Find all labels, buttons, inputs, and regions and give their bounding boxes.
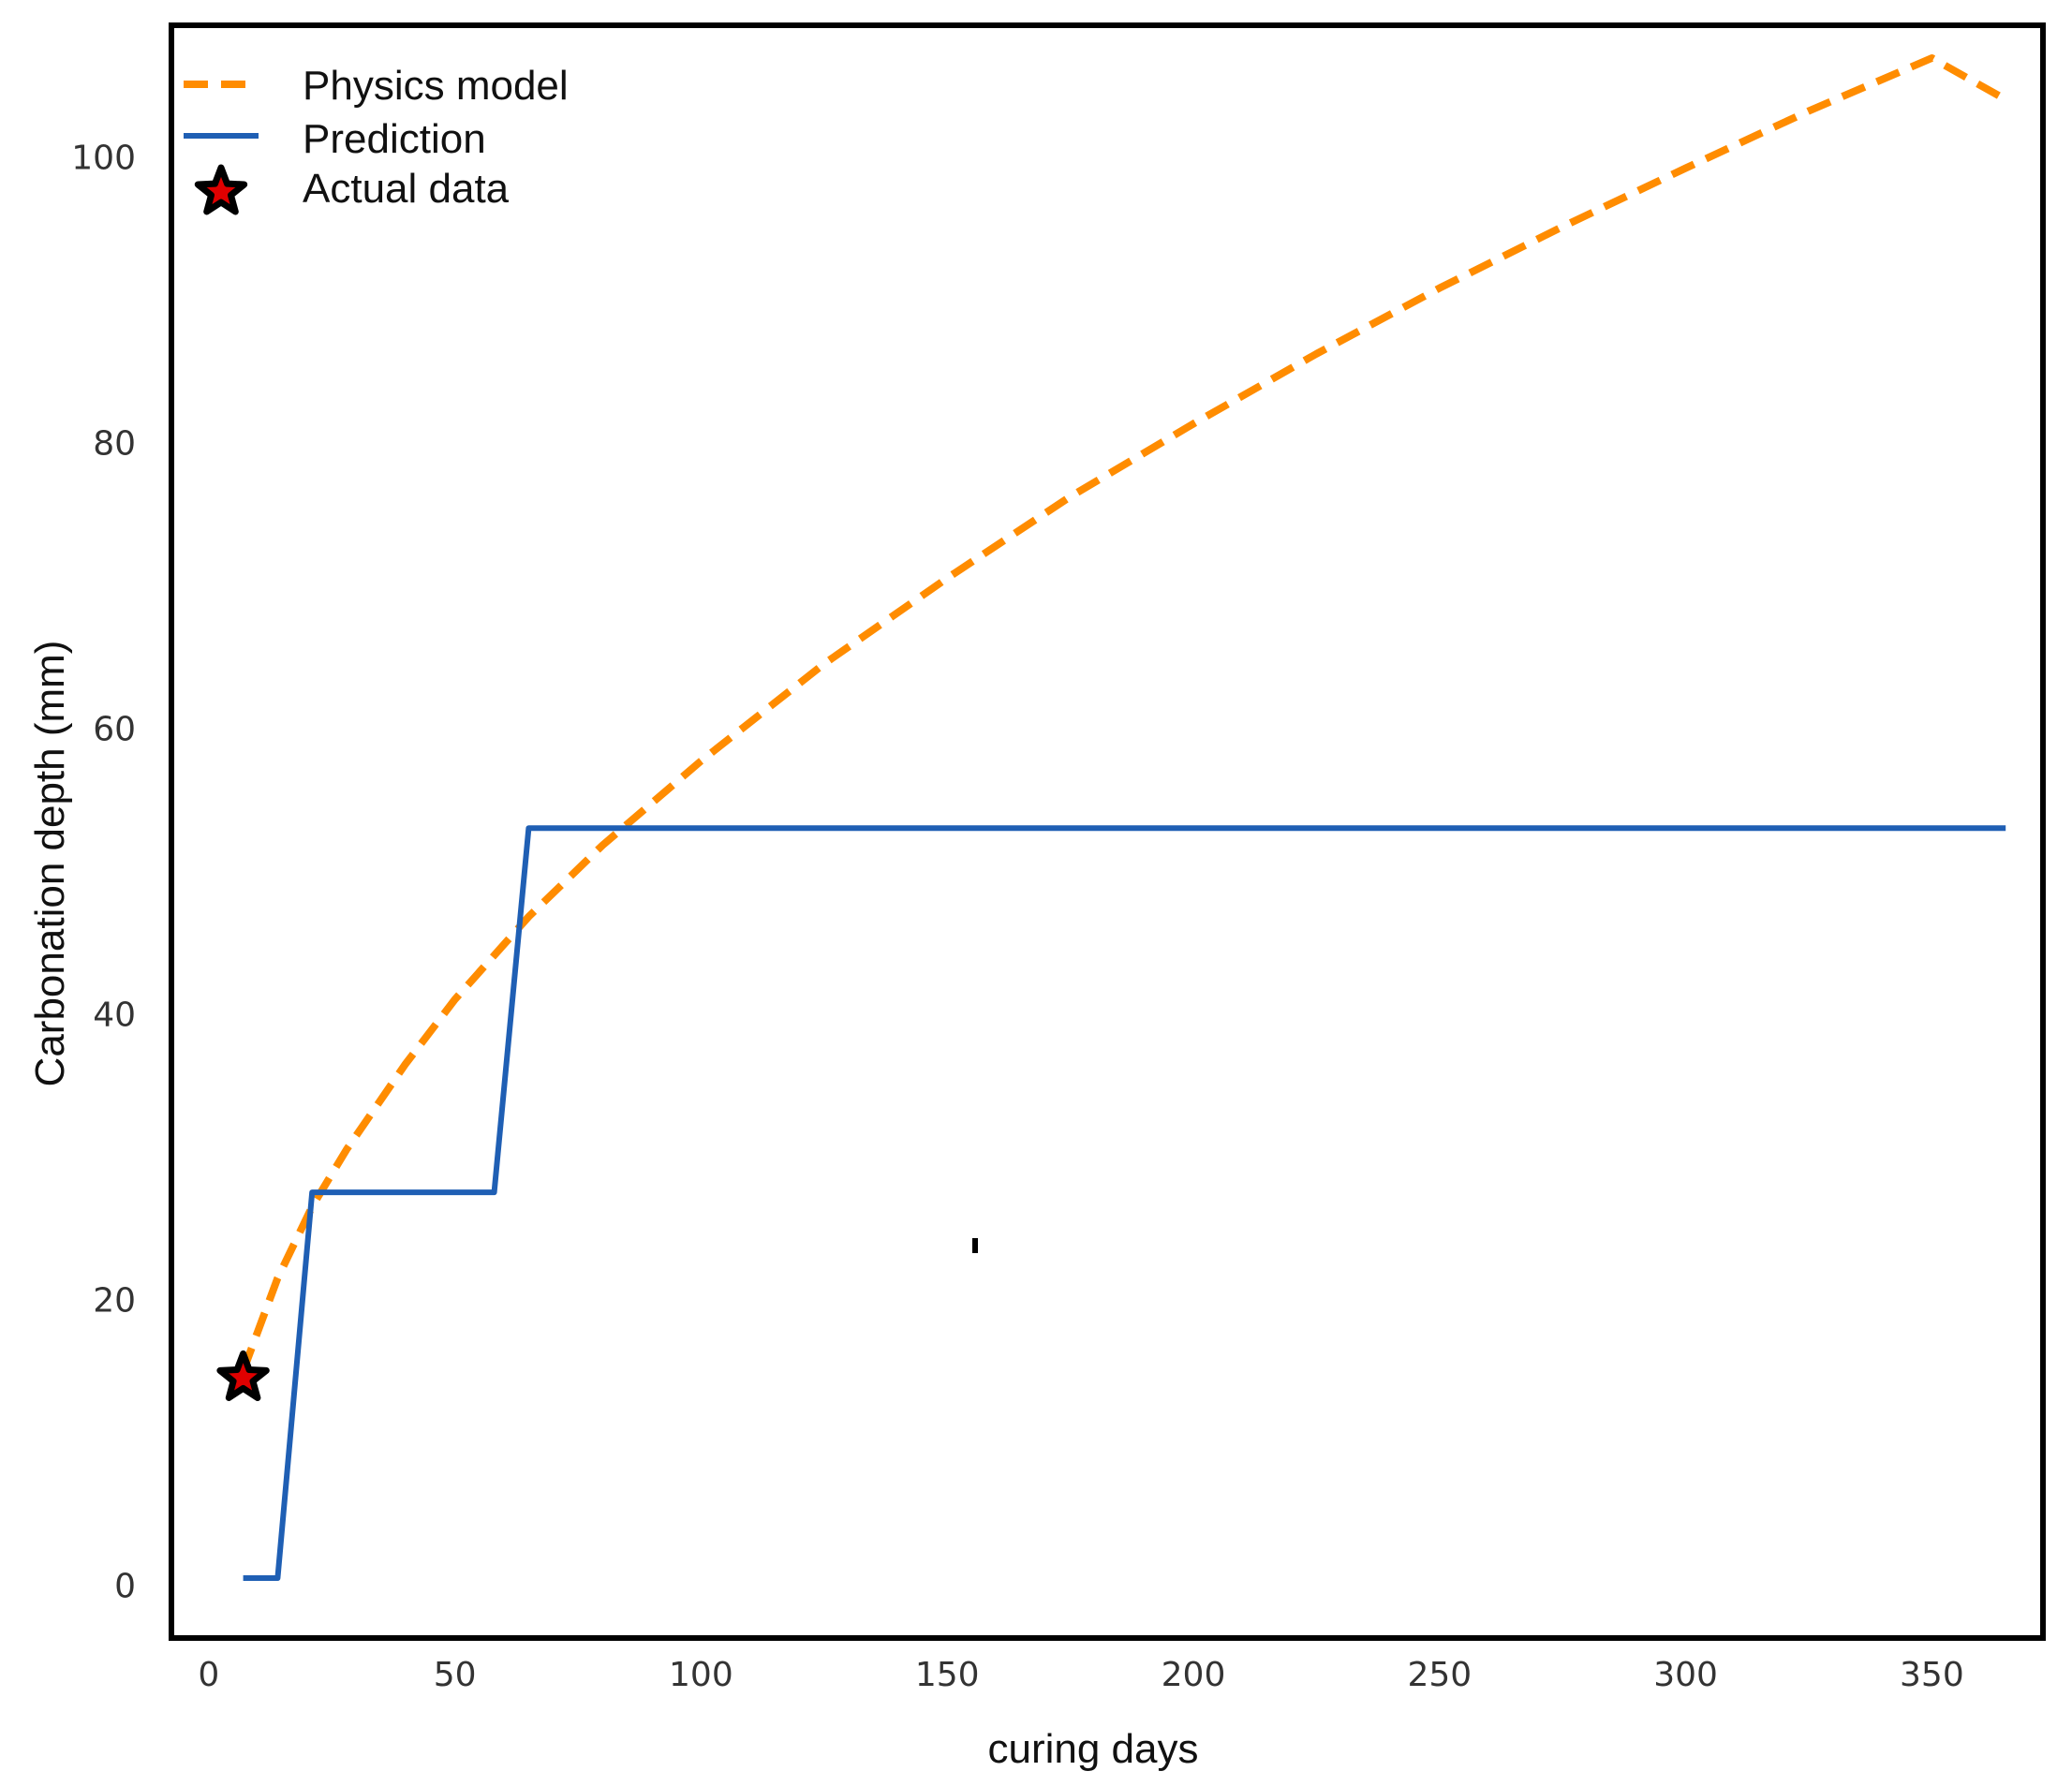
- legend: Physics model Prediction Actual data: [184, 63, 569, 215]
- y-tick-label: 100: [71, 139, 136, 177]
- legend-label-actual-data: Actual data: [303, 166, 510, 212]
- legend-label-physics-model: Physics model: [303, 63, 569, 109]
- y-tick-label: 20: [93, 1282, 136, 1321]
- y-axis-title: Carbonation depth (mm): [27, 641, 73, 1087]
- prediction-line: [243, 825, 2006, 1581]
- stray-mark: [972, 1238, 978, 1253]
- x-tick-label: 50: [434, 1656, 477, 1694]
- actual-data-point: [216, 1350, 270, 1401]
- y-tick-label: 60: [93, 710, 136, 748]
- x-tick-label: 150: [915, 1656, 980, 1694]
- plot-frame: [169, 22, 2046, 1641]
- y-tick-label: 0: [114, 1568, 136, 1606]
- y-tick-label: 80: [93, 424, 136, 463]
- x-tick-label: 200: [1162, 1656, 1226, 1694]
- legend-label-prediction: Prediction: [303, 116, 486, 162]
- y-tick-label: 40: [93, 996, 136, 1035]
- x-tick-label: 250: [1407, 1656, 1472, 1694]
- ticks-layer: 0 50 100 150 200 250 300 350 0 20 40 60 80 100: [71, 139, 1963, 1694]
- x-tick-label: 300: [1653, 1656, 1718, 1694]
- x-axis-title: curing days: [987, 1726, 1198, 1772]
- physics-model-line: [239, 54, 2008, 1373]
- x-tick-label: 0: [198, 1656, 219, 1694]
- legend-swatch-actual-data: [194, 164, 248, 215]
- series-layer: [216, 54, 2008, 1581]
- x-tick-label: 350: [1900, 1656, 1964, 1694]
- x-tick-label: 100: [669, 1656, 733, 1694]
